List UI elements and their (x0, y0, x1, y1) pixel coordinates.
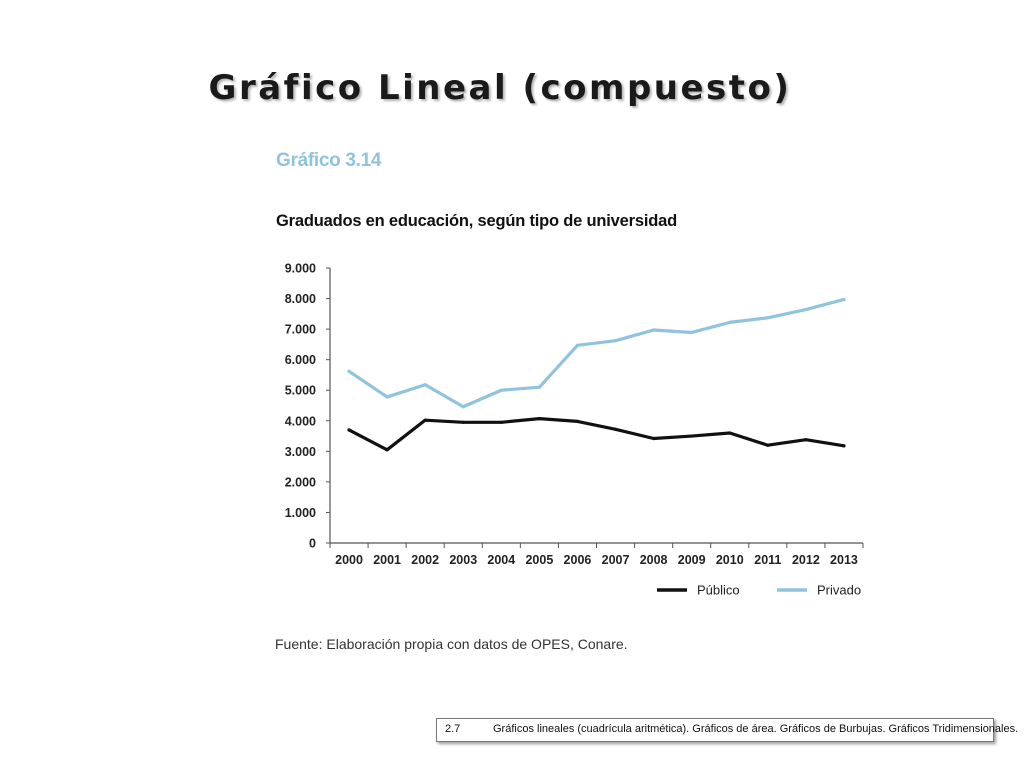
data-point (575, 419, 580, 423)
data-point (804, 438, 808, 442)
figure-number: Gráfico 3.14 (276, 150, 382, 171)
legend-label: Público (697, 583, 740, 598)
data-point (766, 316, 770, 320)
source-note: Fuente: Elaboración propia con datos de … (275, 636, 628, 652)
data-point (575, 343, 580, 347)
data-point (385, 448, 389, 452)
data-point (347, 428, 351, 432)
chart-title: Graduados en educación, según tipo de un… (276, 212, 677, 230)
line-chart: 0 1.000 2.000 3.000 4.000 5.000 6.000 7.000 8.00… (285, 262, 864, 598)
legend-label: Privado (817, 583, 861, 598)
series-line-p-blico (347, 417, 846, 452)
data-point (461, 420, 465, 424)
x-tick-label: 2000 (335, 553, 363, 567)
x-tick-label: 2006 (564, 553, 592, 567)
y-tick-label: 5.000 (285, 384, 316, 398)
y-tick-label: 1.000 (285, 506, 316, 520)
data-point (842, 297, 846, 302)
data-point (423, 418, 427, 422)
x-tick-label: 2003 (449, 553, 477, 567)
data-point (728, 320, 732, 324)
slide-title: Gráfico Lineal (compuesto) (208, 68, 792, 108)
data-point (766, 443, 770, 447)
y-tick-label: 2.000 (285, 475, 316, 489)
y-axis: 0 1.000 2.000 3.000 4.000 5.000 6.000 7.000 8.00… (285, 262, 331, 551)
y-tick-label: 4.000 (285, 414, 316, 428)
data-point (652, 328, 656, 332)
data-point (804, 307, 808, 312)
y-tick-label: 0 (309, 537, 316, 551)
x-axis: 2000 2001 2002 2003 2004 2005 2006 2007 2008 2009… (329, 542, 864, 567)
legend: Público Privado (657, 583, 861, 598)
data-point (423, 383, 427, 387)
data-point (499, 388, 503, 392)
footer-caption-text: Gráficos lineales (cuadrícula aritmética… (493, 723, 1019, 735)
data-point (728, 431, 732, 435)
data-point (499, 420, 503, 424)
y-tick-label: 7.000 (285, 323, 316, 337)
y-tick-label: 3.000 (285, 445, 316, 459)
x-tick-label: 2011 (754, 553, 781, 567)
data-point (690, 434, 694, 438)
y-tick-label: 6.000 (285, 353, 316, 367)
y-tick-label: 8.000 (285, 292, 316, 306)
x-tick-label: 2004 (487, 553, 515, 567)
data-point (613, 339, 618, 343)
x-tick-label: 2013 (830, 553, 858, 567)
data-point (537, 385, 541, 389)
y-tick-label: 9.000 (285, 262, 316, 276)
data-point (613, 427, 618, 431)
x-tick-label: 2012 (792, 553, 820, 567)
x-tick-label: 2008 (640, 553, 668, 567)
series-lines (347, 297, 846, 452)
data-point (461, 405, 465, 409)
x-tick-label: 2002 (411, 553, 439, 567)
footer-section-number: 2.7 (445, 723, 461, 735)
data-point (842, 444, 846, 448)
data-point (385, 395, 389, 399)
data-point (652, 436, 656, 441)
x-tick-label: 2010 (716, 553, 744, 567)
x-tick-label: 2009 (678, 553, 706, 567)
data-point (537, 417, 541, 421)
x-tick-label: 2007 (602, 553, 630, 567)
series-line-privado (347, 297, 846, 409)
x-tick-label: 2005 (525, 553, 553, 567)
footer-caption: 2.7 Gráficos lineales (cuadrícula aritmé… (436, 718, 1018, 742)
data-point (690, 330, 694, 335)
data-point (347, 369, 351, 373)
x-tick-label: 2001 (373, 553, 401, 567)
